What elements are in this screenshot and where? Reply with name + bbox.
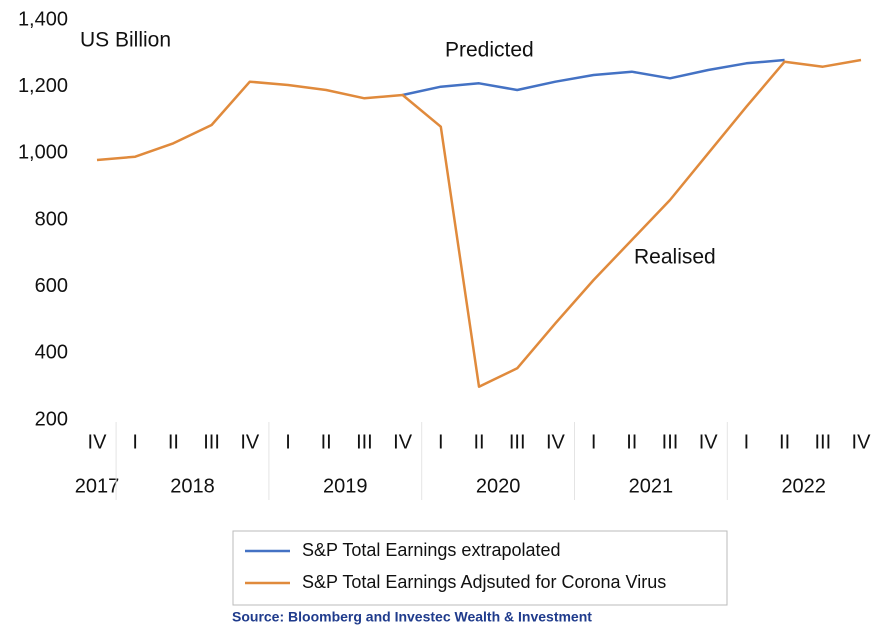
year-label: 2017 — [75, 475, 120, 497]
y-tick-label: 1,200 — [18, 75, 68, 97]
x-tick-label: II — [321, 431, 332, 453]
x-tick-label: I — [438, 431, 444, 453]
legend-label: S&P Total Earnings Adjsuted for Corona V… — [302, 572, 666, 592]
annotation: Predicted — [445, 39, 534, 62]
x-tick-label: III — [356, 431, 373, 453]
x-tick-label: I — [285, 431, 291, 453]
x-tick-label: IV — [240, 431, 260, 453]
x-tick-label: IV — [852, 431, 872, 453]
x-tick-label: III — [662, 431, 679, 453]
unit-label: US Billion — [80, 29, 171, 52]
x-tick-label: I — [132, 431, 138, 453]
x-tick-label: II — [168, 431, 179, 453]
annotation: Realised — [634, 246, 716, 269]
y-tick-label: 200 — [35, 408, 68, 430]
legend-label: S&P Total Earnings extrapolated — [302, 540, 561, 560]
series-line — [96, 58, 862, 388]
year-label: 2020 — [476, 475, 521, 497]
x-tick-label: I — [744, 431, 750, 453]
year-label: 2022 — [781, 475, 826, 497]
legend-box — [232, 530, 728, 606]
x-tick-label: II — [779, 431, 790, 453]
x-tick-label: IV — [699, 431, 719, 453]
series-line — [402, 58, 785, 97]
x-tick-label: III — [509, 431, 526, 453]
x-tick-label: IV — [546, 431, 566, 453]
year-label: 2019 — [323, 475, 368, 497]
source: Source: Bloomberg and Investec Wealth & … — [232, 609, 592, 625]
x-tick-label: II — [626, 431, 637, 453]
y-tick-label: 800 — [35, 208, 68, 230]
x-tick-label: IV — [393, 431, 413, 453]
x-tick-label: III — [814, 431, 831, 453]
x-tick-label: I — [591, 431, 597, 453]
y-tick-label: 1,000 — [18, 142, 68, 164]
year-label: 2018 — [170, 475, 215, 497]
x-tick-label: III — [203, 431, 220, 453]
y-tick-label: 600 — [35, 275, 68, 297]
x-tick-label: IV — [88, 431, 108, 453]
x-tick-label: II — [473, 431, 484, 453]
y-tick-label: 1,400 — [18, 8, 68, 30]
year-label: 2021 — [629, 475, 674, 497]
y-tick-label: 400 — [35, 342, 68, 364]
